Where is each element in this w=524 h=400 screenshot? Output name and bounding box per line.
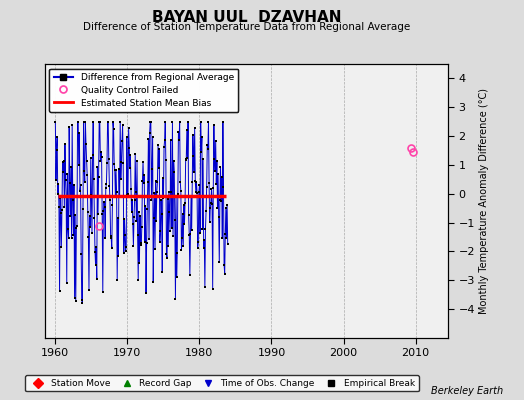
Legend: Difference from Regional Average, Quality Control Failed, Estimated Station Mean: Difference from Regional Average, Qualit… bbox=[49, 68, 238, 112]
Legend: Station Move, Record Gap, Time of Obs. Change, Empirical Break: Station Move, Record Gap, Time of Obs. C… bbox=[26, 375, 419, 392]
Y-axis label: Monthly Temperature Anomaly Difference (°C): Monthly Temperature Anomaly Difference (… bbox=[479, 88, 489, 314]
Text: Difference of Station Temperature Data from Regional Average: Difference of Station Temperature Data f… bbox=[83, 22, 410, 32]
Text: BAYAN UUL  DZAVHAN: BAYAN UUL DZAVHAN bbox=[151, 10, 341, 25]
Text: Berkeley Earth: Berkeley Earth bbox=[431, 386, 503, 396]
